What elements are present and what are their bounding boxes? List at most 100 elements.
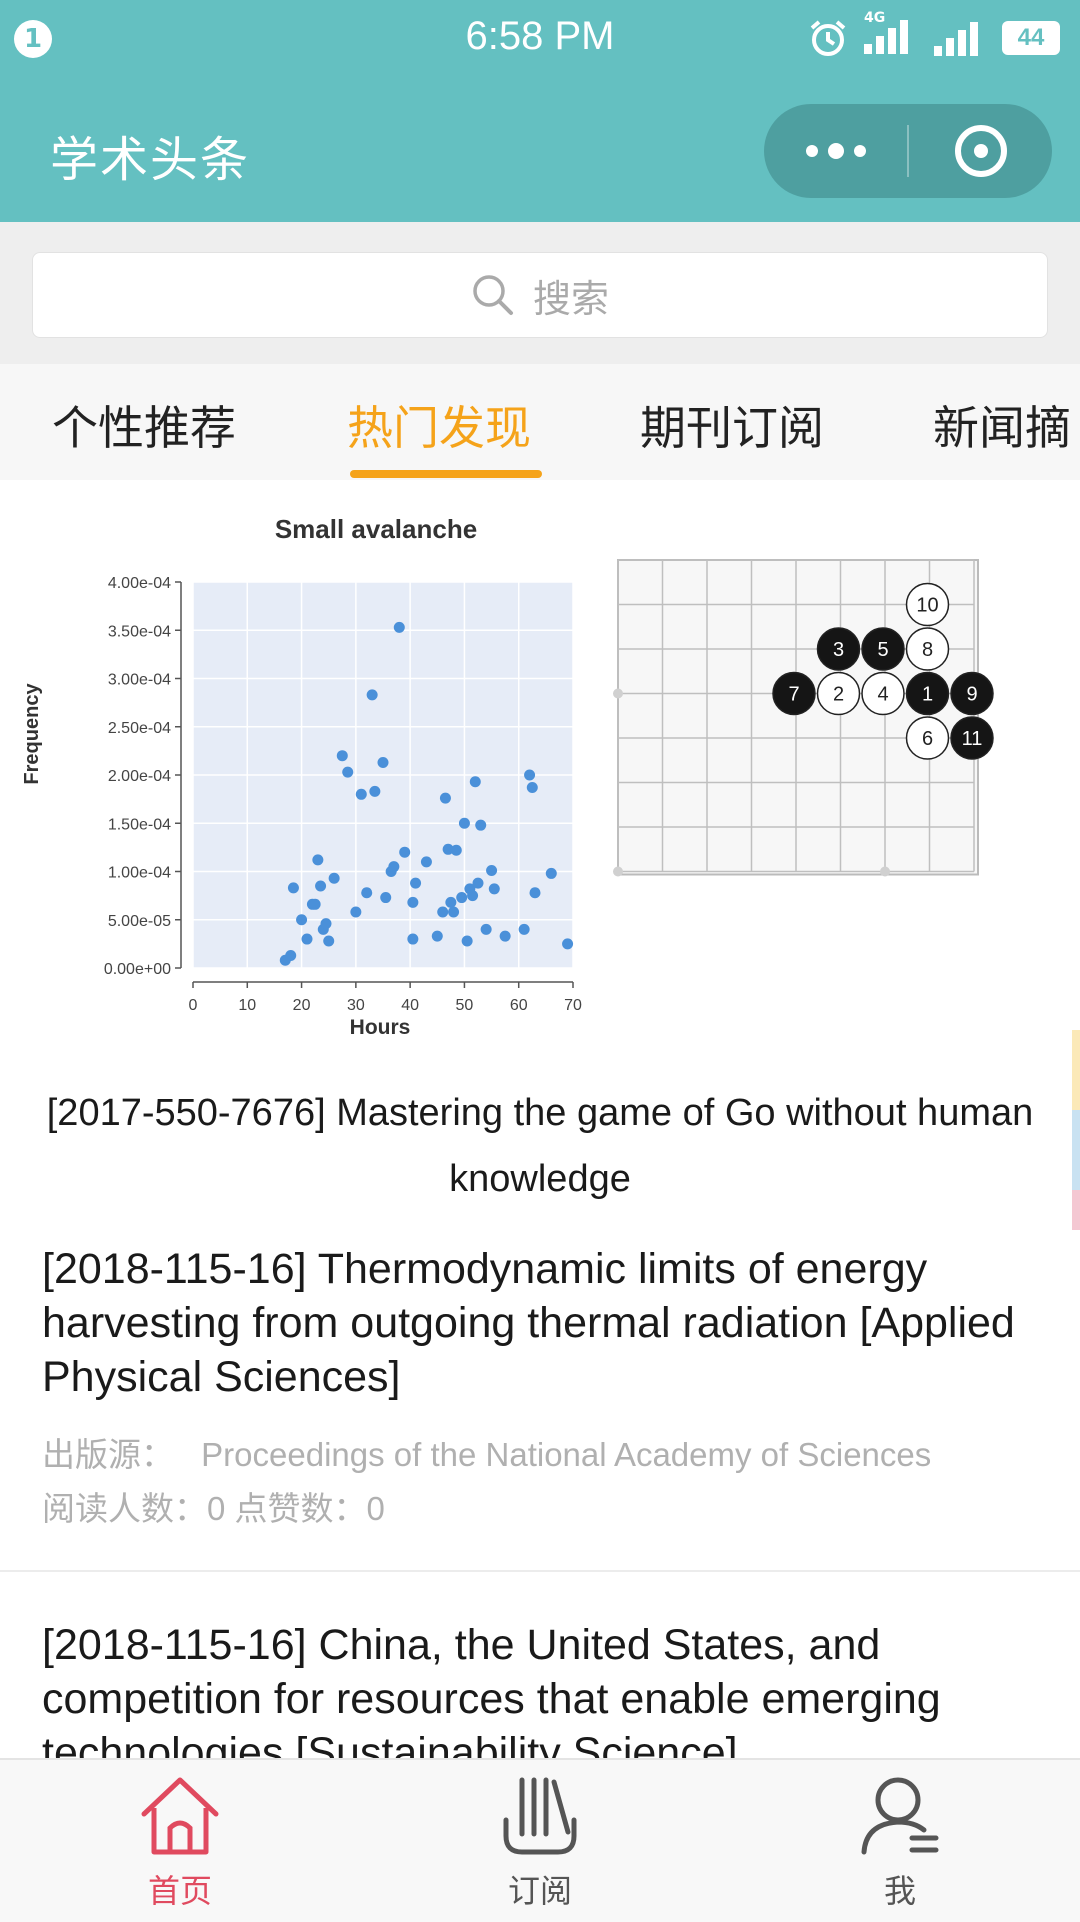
scatter-point xyxy=(524,769,536,781)
scatter-point xyxy=(301,933,313,945)
scatter-point xyxy=(518,923,530,935)
tab-personal-recommend[interactable]: 个性推荐 xyxy=(52,401,236,455)
target-close-icon xyxy=(954,125,1007,177)
network-label: 4G xyxy=(864,10,886,26)
more-dot-center xyxy=(827,143,844,159)
white-stone xyxy=(816,671,861,716)
close-button[interactable] xyxy=(909,104,1052,198)
article-source-label: 出版源： xyxy=(42,1436,174,1473)
scatter-point xyxy=(562,938,574,950)
y-tick-label: 5.00e-05 xyxy=(108,913,171,930)
article-title[interactable]: [2018-115-16] China, the United States, … xyxy=(42,1621,941,1758)
bottom-tab-me-label: 我 xyxy=(883,1872,916,1910)
scatter-point xyxy=(458,817,470,829)
article-card[interactable]: [2018-115-16] China, the United States, … xyxy=(0,1572,1080,1758)
scatter-plot-area: 0.00e+00 5.00e-05 1.00e-04 1.50e-04 2.00e-04… xyxy=(104,575,582,1014)
scatter-point xyxy=(442,843,454,855)
scatter-chart: Small avalanche Frequency Hours 0.00e+00… xyxy=(21,514,582,1039)
scatter-point xyxy=(361,887,373,899)
x-tick-label: 50 xyxy=(456,997,474,1014)
scatter-point xyxy=(410,877,422,889)
side-strip-blue xyxy=(1072,1110,1080,1190)
article-stats: 阅读人数：0 点赞数：0 xyxy=(42,1490,385,1527)
scatter-point xyxy=(420,856,432,868)
board-star xyxy=(880,866,890,877)
scatter-point xyxy=(388,861,400,873)
white-stone xyxy=(905,716,950,760)
article-source-value: Proceedings of the National Academy of S… xyxy=(201,1436,932,1473)
black-stone xyxy=(816,627,861,671)
scatter-point xyxy=(529,887,541,899)
scatter-point xyxy=(309,898,321,910)
search-input[interactable]: 搜索 xyxy=(32,252,1048,338)
stone-number: 6 xyxy=(922,728,933,750)
tab-news-digest[interactable]: 新闻摘 xyxy=(933,401,1071,455)
chart-xlabel: Hours xyxy=(350,1016,411,1039)
black-stone xyxy=(861,627,905,671)
scatter-point xyxy=(377,756,389,768)
scatter-point xyxy=(336,750,348,762)
x-tick-label: 60 xyxy=(510,997,528,1014)
y-tick-label: 2.50e-04 xyxy=(108,720,171,737)
app-title: 学术头条 xyxy=(50,132,251,188)
stone-number: 7 xyxy=(788,684,799,706)
board-star xyxy=(613,688,623,699)
alarm-icon xyxy=(810,20,846,56)
article-title[interactable]: [2018-115-16] Thermodynamic limits of en… xyxy=(42,1245,1015,1401)
scatter-point xyxy=(448,906,460,918)
x-tick-label: 30 xyxy=(347,997,365,1014)
scatter-point xyxy=(488,883,500,895)
featured-caption[interactable]: [2017-550-7676] Mastering the game of Go… xyxy=(0,1080,1080,1212)
status-time: 6:58 PM xyxy=(465,14,615,58)
bottom-tab-me[interactable]: 我 xyxy=(800,1772,1000,1912)
scatter-point xyxy=(437,906,449,918)
nav-bar: 学术头条 xyxy=(0,78,1080,222)
x-tick-label: 70 xyxy=(564,997,582,1014)
y-tick-label: 1.50e-04 xyxy=(108,816,171,833)
stone-number: 5 xyxy=(877,639,888,661)
white-stone xyxy=(905,627,950,671)
scatter-point xyxy=(399,846,411,858)
scatter-point xyxy=(380,892,392,904)
scatter-point xyxy=(393,621,405,633)
tab-hot-discover[interactable]: 热门发现 xyxy=(347,401,531,455)
featured-caption-line2: knowledge xyxy=(449,1158,631,1200)
black-stone xyxy=(772,671,816,716)
scatter-point xyxy=(445,896,457,908)
bottom-tab-bar: 首页 订阅 我 xyxy=(0,1758,1080,1922)
x-tick-label: 0 xyxy=(189,997,198,1014)
scatter-point xyxy=(315,880,327,892)
status-bar: 1 6:58 PM 4G 44 xyxy=(0,0,1080,78)
scatter-point xyxy=(475,819,487,831)
scatter-point xyxy=(456,892,468,904)
status-icons: 4G 44 xyxy=(808,10,1060,60)
scatter-point xyxy=(480,923,492,935)
more-dots-icon xyxy=(805,145,818,157)
more-button[interactable] xyxy=(764,104,907,198)
scatter-point xyxy=(355,788,367,800)
scatter-point xyxy=(285,949,297,961)
more-dot-right xyxy=(853,145,866,157)
y-tick-label: 1.00e-04 xyxy=(108,865,171,882)
scatter-point xyxy=(407,933,419,945)
search-area: 搜索 xyxy=(0,222,1080,364)
home-icon xyxy=(141,1777,219,1855)
y-tick-label: 3.00e-04 xyxy=(108,672,171,689)
stone-number: 1 xyxy=(922,684,933,706)
search-placeholder: 搜索 xyxy=(532,276,609,321)
scatter-point xyxy=(312,854,324,866)
article-source: 出版源： Proceedings of the National Academy… xyxy=(42,1428,931,1476)
scatter-point xyxy=(350,906,362,918)
subscribe-icon xyxy=(503,1777,577,1855)
scatter-point xyxy=(296,914,308,926)
tab-journal-subscribe[interactable]: 期刊订阅 xyxy=(640,401,824,455)
featured-article[interactable]: Small avalanche Frequency Hours 0.00e+00… xyxy=(0,480,1080,1230)
y-tick-label: 0.00e+00 xyxy=(104,961,171,978)
stone-number: 8 xyxy=(922,639,933,661)
bottom-tab-home[interactable]: 首页 xyxy=(80,1772,280,1912)
scatter-point xyxy=(472,877,484,889)
bottom-tab-subscribe[interactable]: 订阅 xyxy=(440,1772,640,1912)
scatter-point xyxy=(342,766,354,778)
scatter-point xyxy=(407,896,419,908)
article-card[interactable]: [2018-115-16] Thermodynamic limits of en… xyxy=(0,1230,1080,1570)
